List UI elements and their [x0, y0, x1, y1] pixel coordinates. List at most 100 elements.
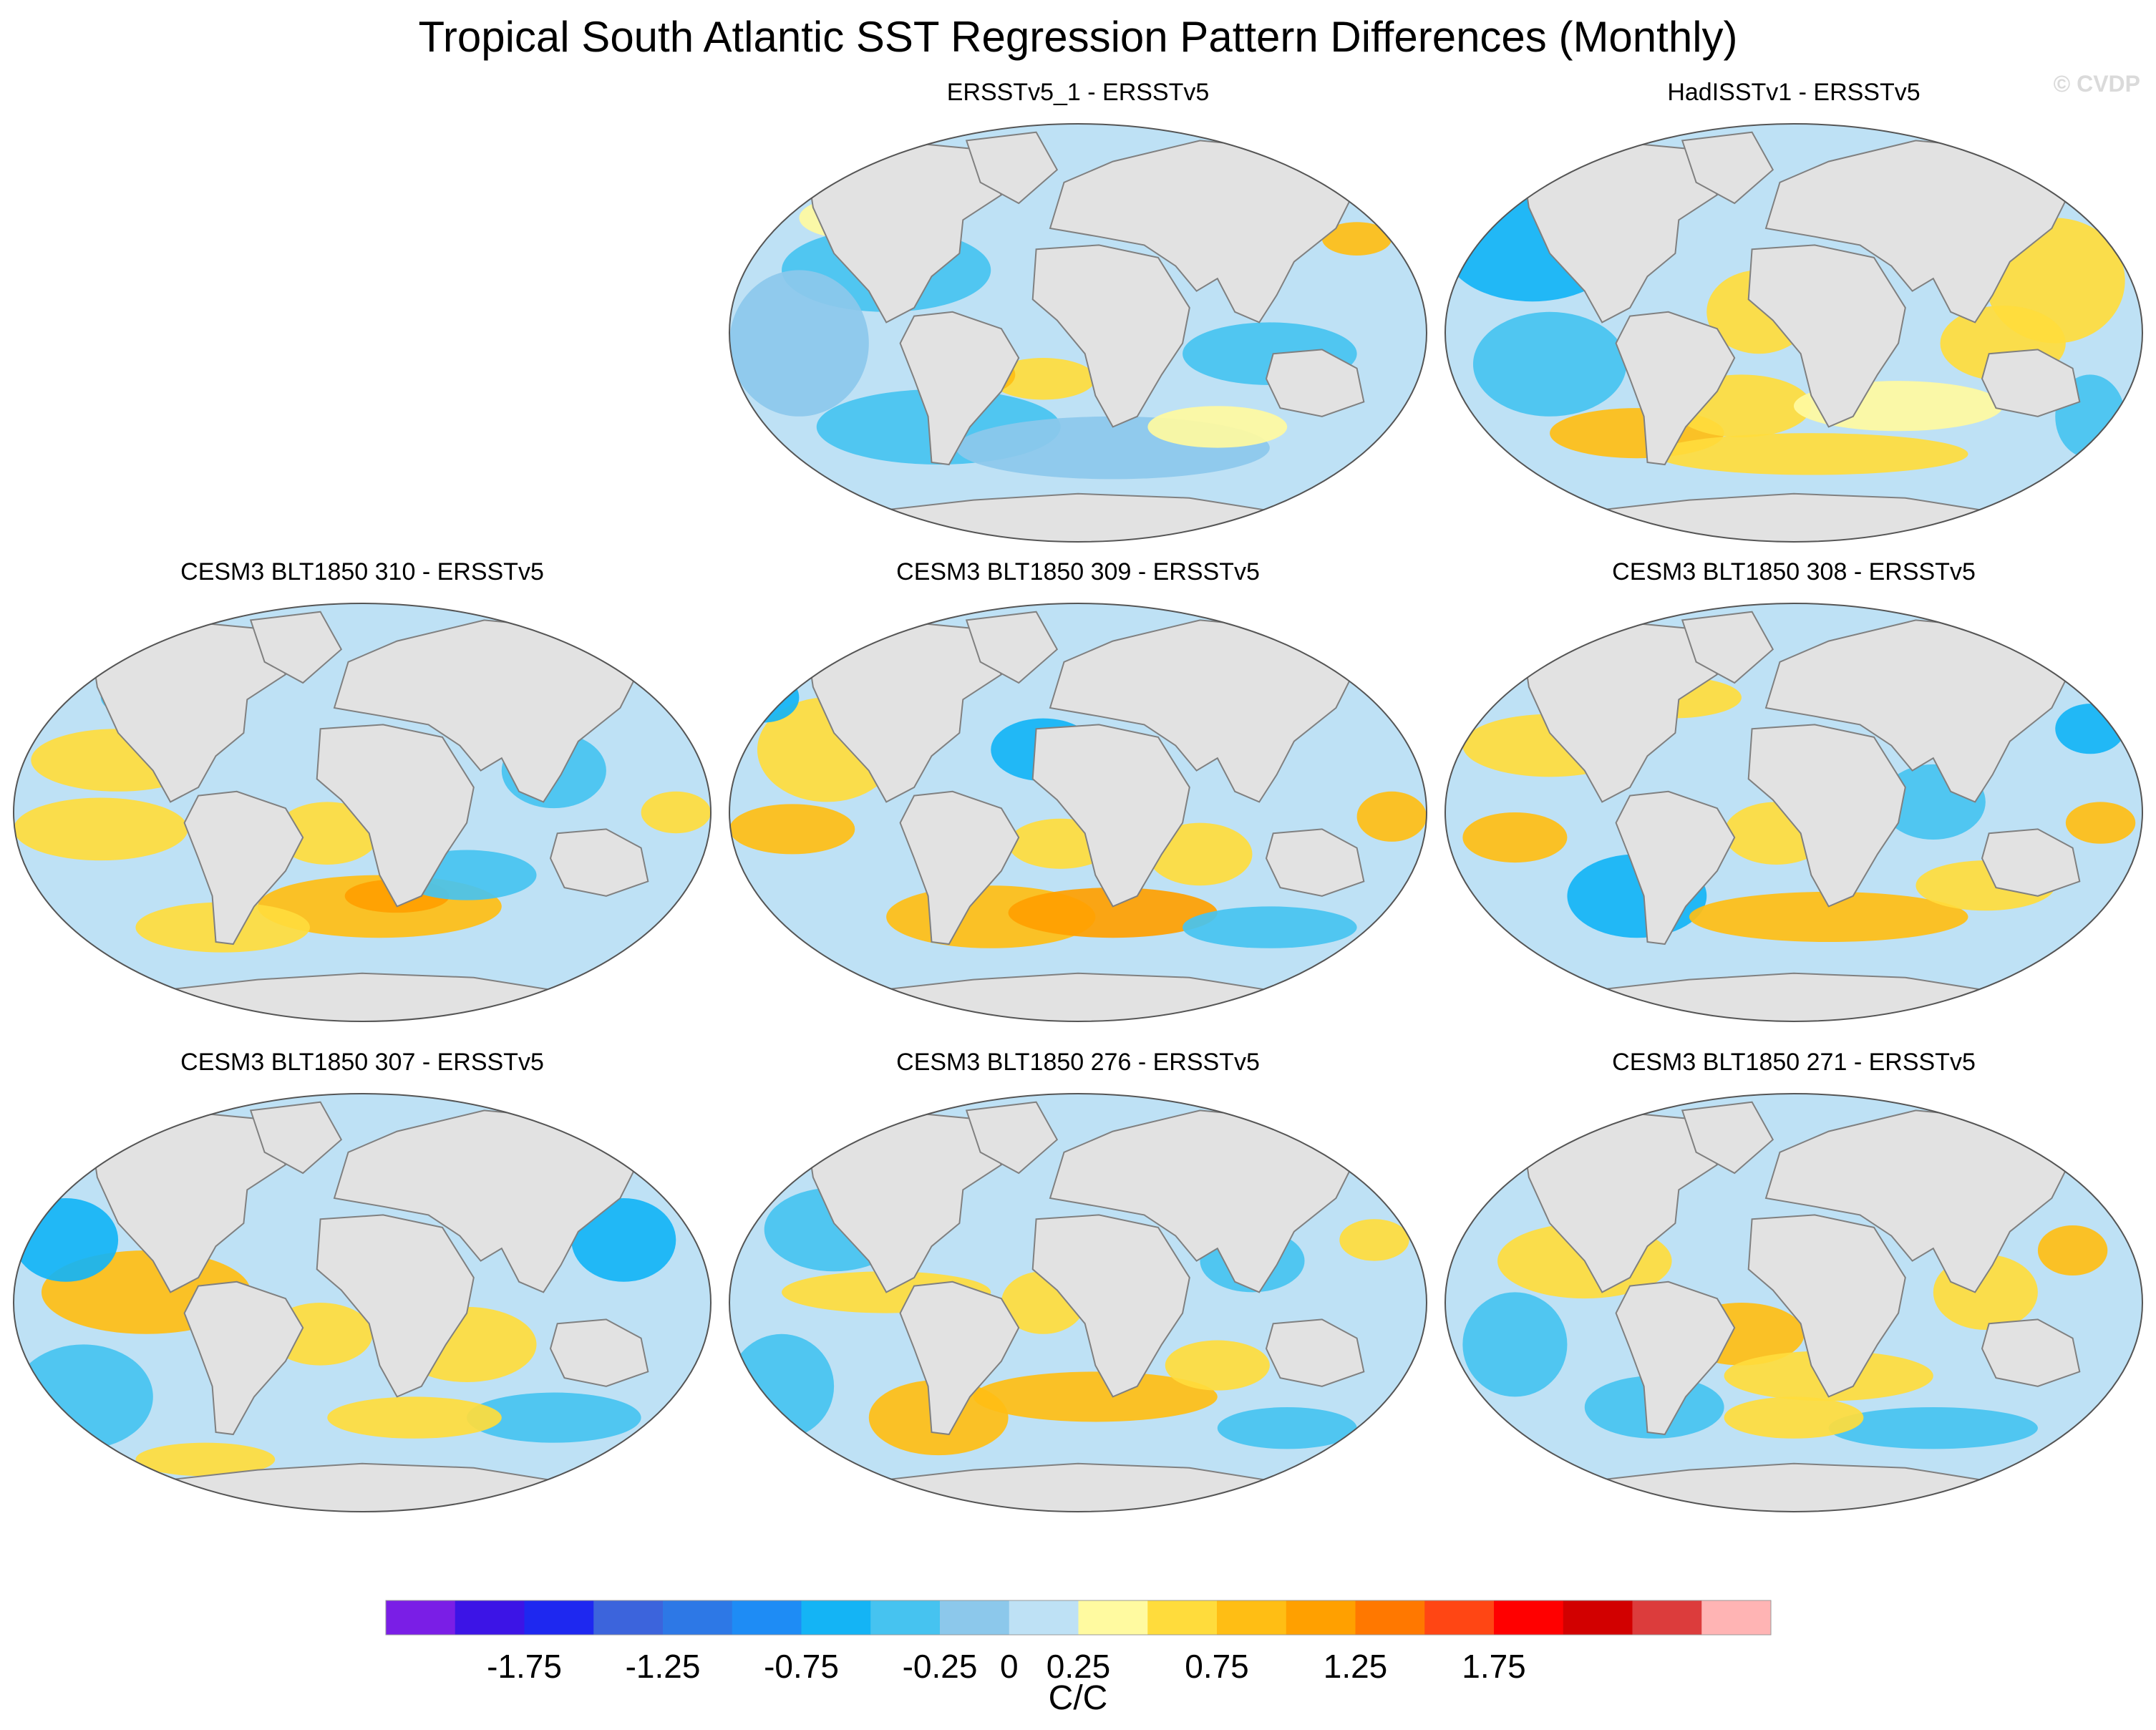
- land-australia: [1981, 828, 2081, 897]
- land-eurasia: [1764, 140, 2074, 324]
- panel-title: ERSSTv5_1 - ERSSTv5: [947, 79, 1210, 106]
- anomaly-contour: [327, 1396, 502, 1439]
- anomaly-contour: [135, 1442, 276, 1477]
- anomaly-contour: [2055, 704, 2125, 754]
- anomaly-contour: [1828, 1407, 2038, 1449]
- land-southAmerica: [183, 1281, 304, 1436]
- colorbar-swatch: [455, 1600, 525, 1635]
- colorbar-tick-label: -0.25: [903, 1648, 978, 1685]
- land-southAmerica: [1615, 1281, 1736, 1436]
- land-southAmerica: [899, 311, 1020, 466]
- anomaly-contour: [1654, 433, 1968, 475]
- colorbar-swatch: [1009, 1600, 1079, 1635]
- colorbar-swatch: [1147, 1600, 1218, 1635]
- colorbar-swatch: [940, 1600, 1010, 1635]
- land-australia: [1265, 349, 1365, 417]
- land-africa: [1747, 724, 1906, 908]
- map-panel: CESM3 BLT1850 309 - ERSSTv5: [729, 558, 1427, 1022]
- anomaly-contour: [1472, 311, 1627, 417]
- anomaly-contour: [1356, 791, 1427, 842]
- land-africa: [1031, 244, 1190, 428]
- land-eurasia: [333, 1109, 642, 1293]
- anomaly-contour: [729, 804, 855, 855]
- watermark: © CVDP: [2054, 71, 2140, 97]
- map-panel: ERSSTv5_1 - ERSSTv5: [729, 79, 1427, 543]
- anomaly-contour: [1165, 1340, 1270, 1391]
- anomaly-contour: [1462, 1292, 1568, 1397]
- map-outline: [13, 603, 712, 1022]
- panel-title: HadISSTv1 - ERSSTv5: [1667, 79, 1920, 106]
- colorbar-swatch: [386, 1600, 456, 1635]
- land-southAmerica: [183, 790, 304, 946]
- anomaly-contour: [729, 672, 800, 723]
- anomaly-contour: [14, 1344, 153, 1449]
- panel-title: CESM3 BLT1850 271 - ERSSTv5: [1612, 1049, 1976, 1076]
- anomaly-contour: [991, 358, 1096, 400]
- land-australia: [549, 1318, 649, 1387]
- land-africa: [1747, 1214, 1906, 1398]
- land-greenland: [1681, 1101, 1774, 1175]
- land-greenland: [965, 131, 1059, 205]
- colorbar-tick-label: 1.25: [1324, 1648, 1388, 1685]
- colorbar-swatch: [1632, 1600, 1702, 1635]
- map-outline: [729, 1093, 1427, 1512]
- colorbar-swatch: [1286, 1600, 1356, 1635]
- colorbar-tick-label: 1.75: [1462, 1648, 1526, 1685]
- colorbar-swatch: [593, 1600, 664, 1635]
- land-australia: [1981, 349, 2081, 417]
- map-panel: CESM3 BLT1850 271 - ERSSTv5: [1444, 1049, 2143, 1512]
- figure-title: Tropical South Atlantic SST Regression P…: [418, 13, 1737, 61]
- land-australia: [1981, 1318, 2081, 1387]
- land-greenland: [249, 611, 343, 684]
- map-outline: [729, 123, 1427, 543]
- colorbar-tick-label: 0.75: [1185, 1648, 1249, 1685]
- anomaly-contour: [729, 270, 869, 417]
- map-panel: CESM3 BLT1850 310 - ERSSTv5: [13, 558, 712, 1022]
- anomaly-contour: [571, 1198, 676, 1282]
- land-eurasia: [1049, 619, 1358, 803]
- colorbar-tick-label: -1.75: [487, 1648, 562, 1685]
- anomaly-contour: [1462, 812, 1568, 863]
- colorbar-swatch: [732, 1600, 802, 1635]
- land-greenland: [965, 1101, 1059, 1175]
- land-australia: [1265, 828, 1365, 897]
- colorbar-swatch: [801, 1600, 871, 1635]
- anomaly-contour: [1217, 1407, 1357, 1449]
- anomaly-contour: [1008, 888, 1218, 938]
- land-eurasia: [333, 619, 642, 803]
- land-australia: [1265, 1318, 1365, 1387]
- land-greenland: [249, 1101, 343, 1175]
- map-outline: [1444, 1093, 2143, 1512]
- map-panels: ERSSTv5_1 - ERSSTv5 HadISSTv1 - ERSSTv5 CE…: [13, 79, 2143, 1512]
- anomaly-contour: [1689, 891, 1968, 943]
- colorbar-swatch: [1494, 1600, 1564, 1635]
- land-greenland: [965, 611, 1059, 684]
- land-southAmerica: [1615, 311, 1736, 466]
- anomaly-contour: [2065, 802, 2136, 844]
- land-africa: [1031, 724, 1190, 908]
- land-eurasia: [1764, 619, 2074, 803]
- anomaly-contour: [1321, 222, 1392, 256]
- land-eurasia: [1049, 140, 1358, 324]
- map-outline: [1444, 603, 2143, 1022]
- anomaly-contour: [973, 1371, 1218, 1422]
- map-outline: [729, 603, 1427, 1022]
- panel-title: CESM3 BLT1850 308 - ERSSTv5: [1612, 558, 1976, 585]
- land-africa: [316, 724, 475, 908]
- colorbar-swatch: [1563, 1600, 1633, 1635]
- colorbar-swatch: [663, 1600, 733, 1635]
- panel-title: CESM3 BLT1850 310 - ERSSTv5: [180, 558, 544, 585]
- colorbar-swatch: [524, 1600, 594, 1635]
- colorbar: -1.75 -1.25 -0.75 -0.25 0 0.25 0.75 1.25 1.75: [385, 1600, 1772, 1685]
- anomaly-contour: [729, 1333, 835, 1439]
- colorbar-swatch: [1078, 1600, 1148, 1635]
- panel-title: CESM3 BLT1850 276 - ERSSTv5: [896, 1049, 1260, 1076]
- anomaly-contour: [14, 797, 188, 861]
- map-outline: [1444, 123, 2143, 543]
- colorbar-swatch: [1424, 1600, 1495, 1635]
- colorbar-tick-label: 0.25: [1047, 1648, 1111, 1685]
- map-outline: [13, 1093, 712, 1512]
- colorbar-swatch: [1701, 1600, 1772, 1635]
- land-africa: [316, 1214, 475, 1398]
